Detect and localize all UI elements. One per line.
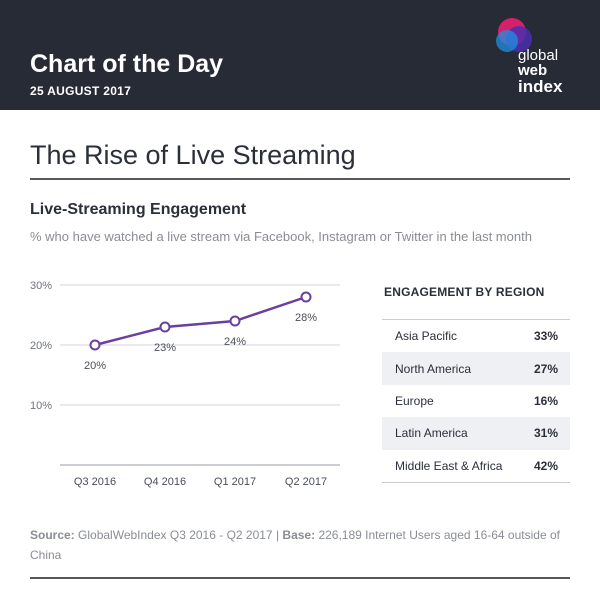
x-tick-label: Q2 2017 — [285, 476, 327, 488]
source-text: GlobalWebIndex Q3 2016 - Q2 2017 — [78, 528, 273, 542]
header-date: 25 AUGUST 2017 — [30, 84, 132, 98]
region-name: North America — [395, 361, 472, 376]
region-row: Asia Pacific 33% — [382, 320, 570, 352]
logo-word-index: index — [518, 77, 563, 96]
data-label: 24% — [224, 336, 246, 348]
region-row: Middle East & Africa 42% — [382, 450, 570, 482]
chart-description: % who have watched a live stream via Fac… — [30, 229, 532, 244]
logo-circle-blue — [496, 30, 518, 52]
logo-word-web: web — [518, 62, 548, 79]
region-row: Europe 16% — [382, 385, 570, 417]
engagement-line-chart: 10% 20% 30% Q3 2016 Q4 2016 Q1 2017 Q2 2017 20%… — [30, 280, 340, 488]
footer-divider — [30, 577, 570, 579]
header-title: Chart of the Day — [30, 50, 224, 78]
region-row: North America 27% — [382, 352, 570, 385]
logo-word-global: global — [518, 47, 559, 64]
y-tick-label: 20% — [30, 340, 52, 352]
data-point — [300, 291, 312, 303]
page-title: The Rise of Live Streaming — [30, 140, 356, 170]
region-value: 33% — [533, 329, 558, 344]
source-footnote: Source: GlobalWebIndex Q3 2016 - Q2 2017… — [30, 525, 570, 565]
x-tick-label: Q1 2017 — [214, 476, 256, 488]
data-label: 20% — [84, 360, 106, 372]
series-line — [94, 295, 307, 347]
region-name: Latin America — [395, 426, 468, 441]
region-table-title: ENGAGEMENT BY REGION — [384, 285, 545, 299]
chart-title: Live-Streaming Engagement — [30, 201, 247, 218]
base-text: 226,189 Internet Users aged 16-64 outsid… — [30, 528, 560, 562]
y-tick-label: 30% — [30, 280, 52, 292]
data-label: 28% — [295, 312, 317, 324]
region-name: Asia Pacific — [395, 329, 458, 344]
region-name: Europe — [395, 393, 434, 408]
region-table: Asia Pacific 33% North America 27% Europe 16%… — [382, 319, 570, 483]
y-tick-label: 10% — [30, 400, 52, 412]
data-point — [229, 315, 241, 327]
region-value: 42% — [533, 458, 558, 473]
region-value: 27% — [533, 361, 558, 376]
region-value: 16% — [533, 393, 558, 408]
region-value: 31% — [533, 426, 558, 441]
title-divider — [30, 178, 570, 180]
base-label: Base: — [282, 528, 316, 542]
data-point — [89, 339, 101, 351]
source-label: Source: — [30, 528, 75, 542]
data-label: 23% — [154, 342, 176, 354]
x-tick-label: Q4 2016 — [144, 476, 186, 488]
footer-separator: | — [275, 528, 280, 542]
region-name: Middle East & Africa — [395, 458, 503, 473]
region-row: Latin America 31% — [382, 417, 570, 450]
globalwebindex-logo: global web index — [490, 16, 580, 100]
header-banner: Chart of the Day 25 AUGUST 2017 global w… — [0, 0, 600, 110]
data-point — [159, 321, 171, 333]
x-tick-label: Q3 2016 — [74, 476, 116, 488]
